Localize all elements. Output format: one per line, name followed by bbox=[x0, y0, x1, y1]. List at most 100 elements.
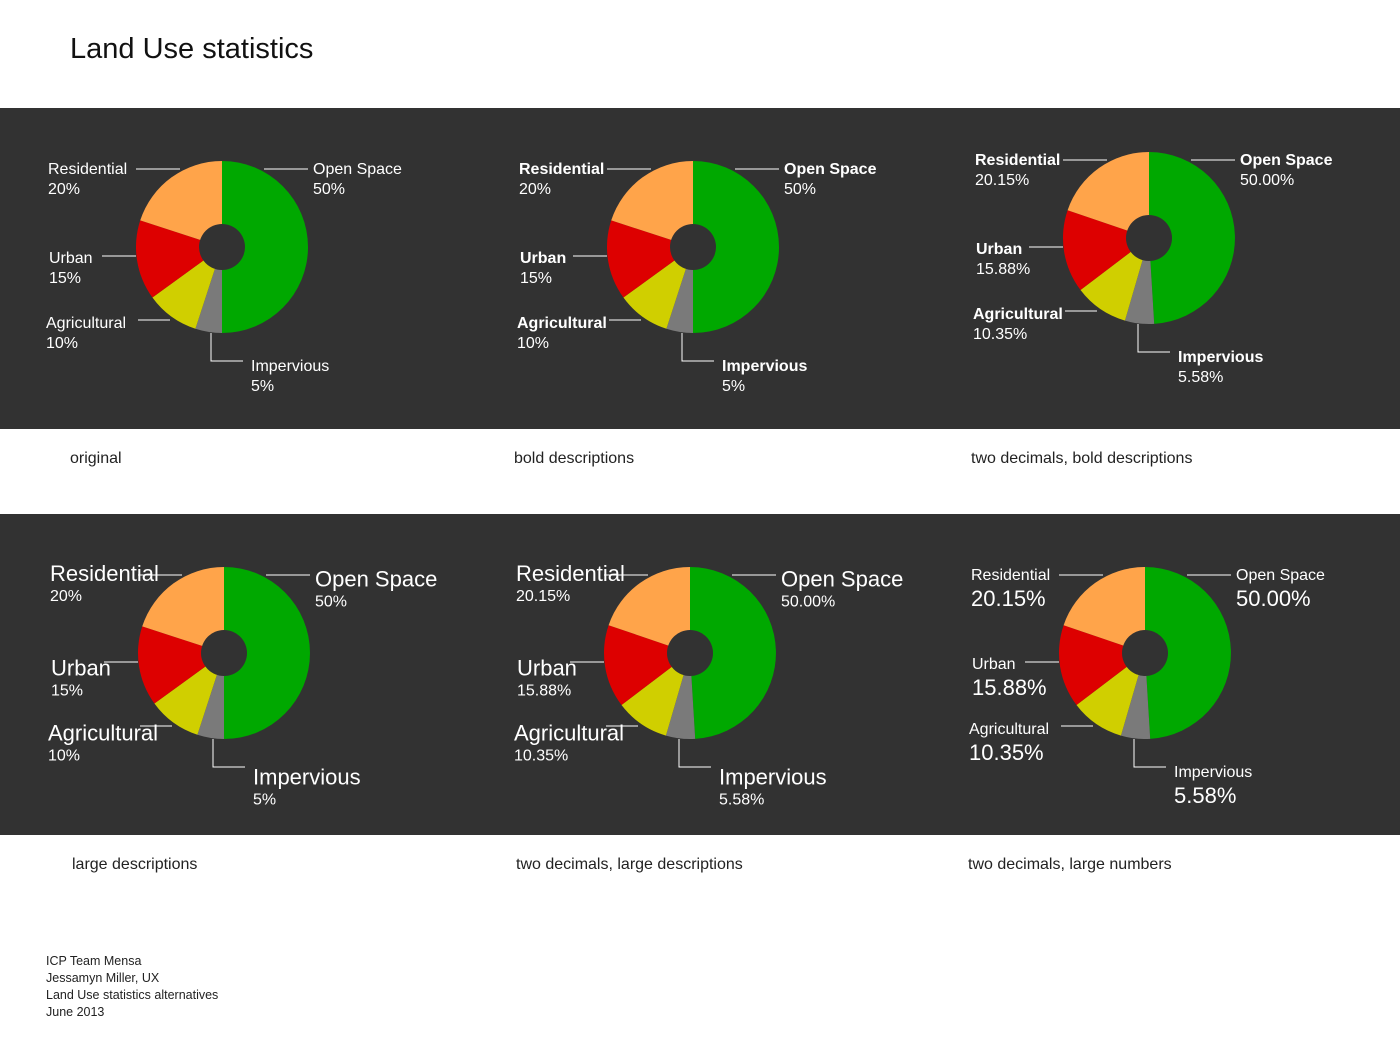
pie-slice-urban bbox=[1058, 625, 1145, 706]
slice-label-impervious: Impervious bbox=[1178, 349, 1263, 366]
slice-value-open-space: 50.00% bbox=[1240, 172, 1294, 189]
pie-slice-residential bbox=[140, 161, 222, 247]
slice-label-open-space: Open Space bbox=[781, 566, 903, 591]
credits-author: Jessamyn Miller, UX bbox=[46, 971, 160, 985]
credits-team: ICP Team Mensa bbox=[46, 954, 142, 968]
credits-date: June 2013 bbox=[46, 1005, 105, 1019]
donut-hole bbox=[1126, 215, 1172, 261]
pie-slice-open-space bbox=[224, 567, 310, 739]
slice-value-impervious: 5% bbox=[253, 792, 276, 809]
leader-line-impervious bbox=[1133, 739, 1166, 768]
slice-value-residential: 20.15% bbox=[516, 588, 570, 605]
donut-hole bbox=[199, 224, 245, 270]
pie-slice-urban bbox=[603, 625, 690, 706]
caption-bold-descriptions: bold descriptions bbox=[514, 450, 635, 467]
pie-slice-urban bbox=[135, 220, 222, 298]
caption-large-descriptions: large descriptions bbox=[72, 856, 198, 873]
slice-value-residential: 20% bbox=[519, 181, 551, 198]
pie-slice-residential bbox=[1067, 152, 1149, 238]
slice-label-agricultural: Agricultural bbox=[973, 306, 1063, 323]
slice-value-agricultural: 10.35% bbox=[514, 747, 568, 764]
slice-label-residential: Residential bbox=[519, 161, 604, 178]
pie-slice-open-space bbox=[690, 567, 776, 739]
slice-label-residential: Residential bbox=[516, 561, 625, 586]
leader-line-impervious bbox=[210, 333, 243, 362]
slice-value-impervious: 5.58% bbox=[1178, 369, 1223, 386]
slice-label-residential: Residential bbox=[975, 152, 1060, 169]
slice-label-impervious: Impervious bbox=[1174, 764, 1252, 781]
slice-value-impervious: 5% bbox=[722, 378, 745, 395]
slice-label-agricultural: Agricultural bbox=[517, 315, 607, 332]
slice-label-urban: Urban bbox=[51, 655, 111, 680]
slice-label-open-space: Open Space bbox=[1240, 152, 1333, 169]
pie-slice-urban bbox=[137, 626, 224, 704]
slice-label-open-space: Open Space bbox=[784, 161, 877, 178]
pie-chart-two-decimals-large-descriptions: Open Space 50.00% Impervious 5.58% Agricultu… bbox=[514, 561, 903, 809]
leader-line-impervious bbox=[678, 739, 711, 768]
slice-value-residential: 20% bbox=[50, 588, 82, 605]
slice-label-agricultural: Agricultural bbox=[48, 720, 158, 745]
slice-value-open-space: 50% bbox=[315, 593, 347, 610]
caption-two-decimals-large-descriptions: two decimals, large descriptions bbox=[516, 856, 743, 873]
pie-slice-agricultural bbox=[623, 247, 693, 329]
slice-label-urban: Urban bbox=[972, 656, 1016, 673]
slice-label-open-space: Open Space bbox=[315, 566, 437, 591]
slice-value-residential: 20% bbox=[48, 181, 80, 198]
donut-hole bbox=[1122, 630, 1168, 676]
pie-chart-two-decimals-bold: Open Space 50.00% Impervious 5.58% Agricultu… bbox=[973, 152, 1333, 386]
slice-value-open-space: 50.00% bbox=[781, 593, 835, 610]
slice-label-impervious: Impervious bbox=[253, 765, 361, 790]
slice-label-impervious: Impervious bbox=[251, 358, 329, 375]
pie-slice-open-space bbox=[222, 161, 308, 333]
slice-value-urban: 15.88% bbox=[972, 675, 1047, 700]
donut-hole bbox=[667, 630, 713, 676]
pie-slice-residential bbox=[611, 161, 693, 247]
leader-line-impervious bbox=[681, 333, 714, 362]
pie-slice-urban bbox=[606, 220, 693, 298]
slice-value-residential: 20.15% bbox=[975, 172, 1029, 189]
pie-slice-urban bbox=[1062, 210, 1149, 291]
pie-slice-residential bbox=[1063, 567, 1145, 653]
leader-line-impervious bbox=[212, 739, 245, 768]
slice-value-agricultural: 10% bbox=[48, 747, 80, 764]
slice-value-open-space: 50% bbox=[784, 181, 816, 198]
slice-value-urban: 15.88% bbox=[517, 682, 571, 699]
slice-label-urban: Urban bbox=[49, 250, 93, 267]
caption-two-decimals-bold: two decimals, bold descriptions bbox=[971, 450, 1193, 467]
slice-label-urban: Urban bbox=[976, 241, 1022, 258]
slice-label-agricultural: Agricultural bbox=[46, 315, 126, 332]
slice-label-agricultural: Agricultural bbox=[514, 720, 624, 745]
credits-document: Land Use statistics alternatives bbox=[46, 988, 219, 1002]
donut-hole bbox=[201, 630, 247, 676]
slice-value-impervious: 5% bbox=[251, 378, 274, 395]
pie-slice-agricultural bbox=[1076, 653, 1145, 736]
slice-value-urban: 15% bbox=[49, 270, 81, 287]
pie-chart-two-decimals-large-numbers: Open Space 50.00% Impervious 5.58% Agricultu… bbox=[969, 567, 1325, 808]
slice-label-urban: Urban bbox=[517, 655, 577, 680]
leader-line-impervious bbox=[1137, 324, 1170, 353]
pie-slice-open-space bbox=[693, 161, 779, 333]
slice-value-open-space: 50.00% bbox=[1236, 586, 1311, 611]
slice-value-impervious: 5.58% bbox=[1174, 783, 1236, 808]
slice-label-impervious: Impervious bbox=[719, 765, 827, 790]
slice-value-agricultural: 10.35% bbox=[973, 326, 1027, 343]
slice-value-urban: 15.88% bbox=[976, 261, 1030, 278]
pie-slice-residential bbox=[608, 567, 690, 653]
pie-slice-agricultural bbox=[154, 653, 224, 735]
slice-value-agricultural: 10% bbox=[46, 335, 78, 352]
pie-slice-open-space bbox=[1149, 152, 1235, 324]
slice-value-residential: 20.15% bbox=[971, 586, 1046, 611]
pie-slice-agricultural bbox=[621, 653, 690, 736]
slice-label-open-space: Open Space bbox=[1236, 567, 1325, 584]
slice-value-urban: 15% bbox=[520, 270, 552, 287]
slice-label-residential: Residential bbox=[50, 561, 159, 586]
slice-value-agricultural: 10% bbox=[517, 335, 549, 352]
pie-chart-bold-descriptions: Open Space 50% Impervious 5% Agricultural 10%… bbox=[517, 161, 877, 395]
slice-label-residential: Residential bbox=[971, 567, 1050, 584]
slice-value-agricultural: 10.35% bbox=[969, 740, 1044, 765]
pie-slice-open-space bbox=[1145, 567, 1231, 739]
pie-chart-original: Open Space 50% Impervious 5% Agricultural 10%… bbox=[46, 161, 402, 395]
credits-block: ICP Team Mensa Jessamyn Miller, UX Land … bbox=[46, 953, 218, 1021]
donut-hole bbox=[670, 224, 716, 270]
slice-label-agricultural: Agricultural bbox=[969, 721, 1049, 738]
